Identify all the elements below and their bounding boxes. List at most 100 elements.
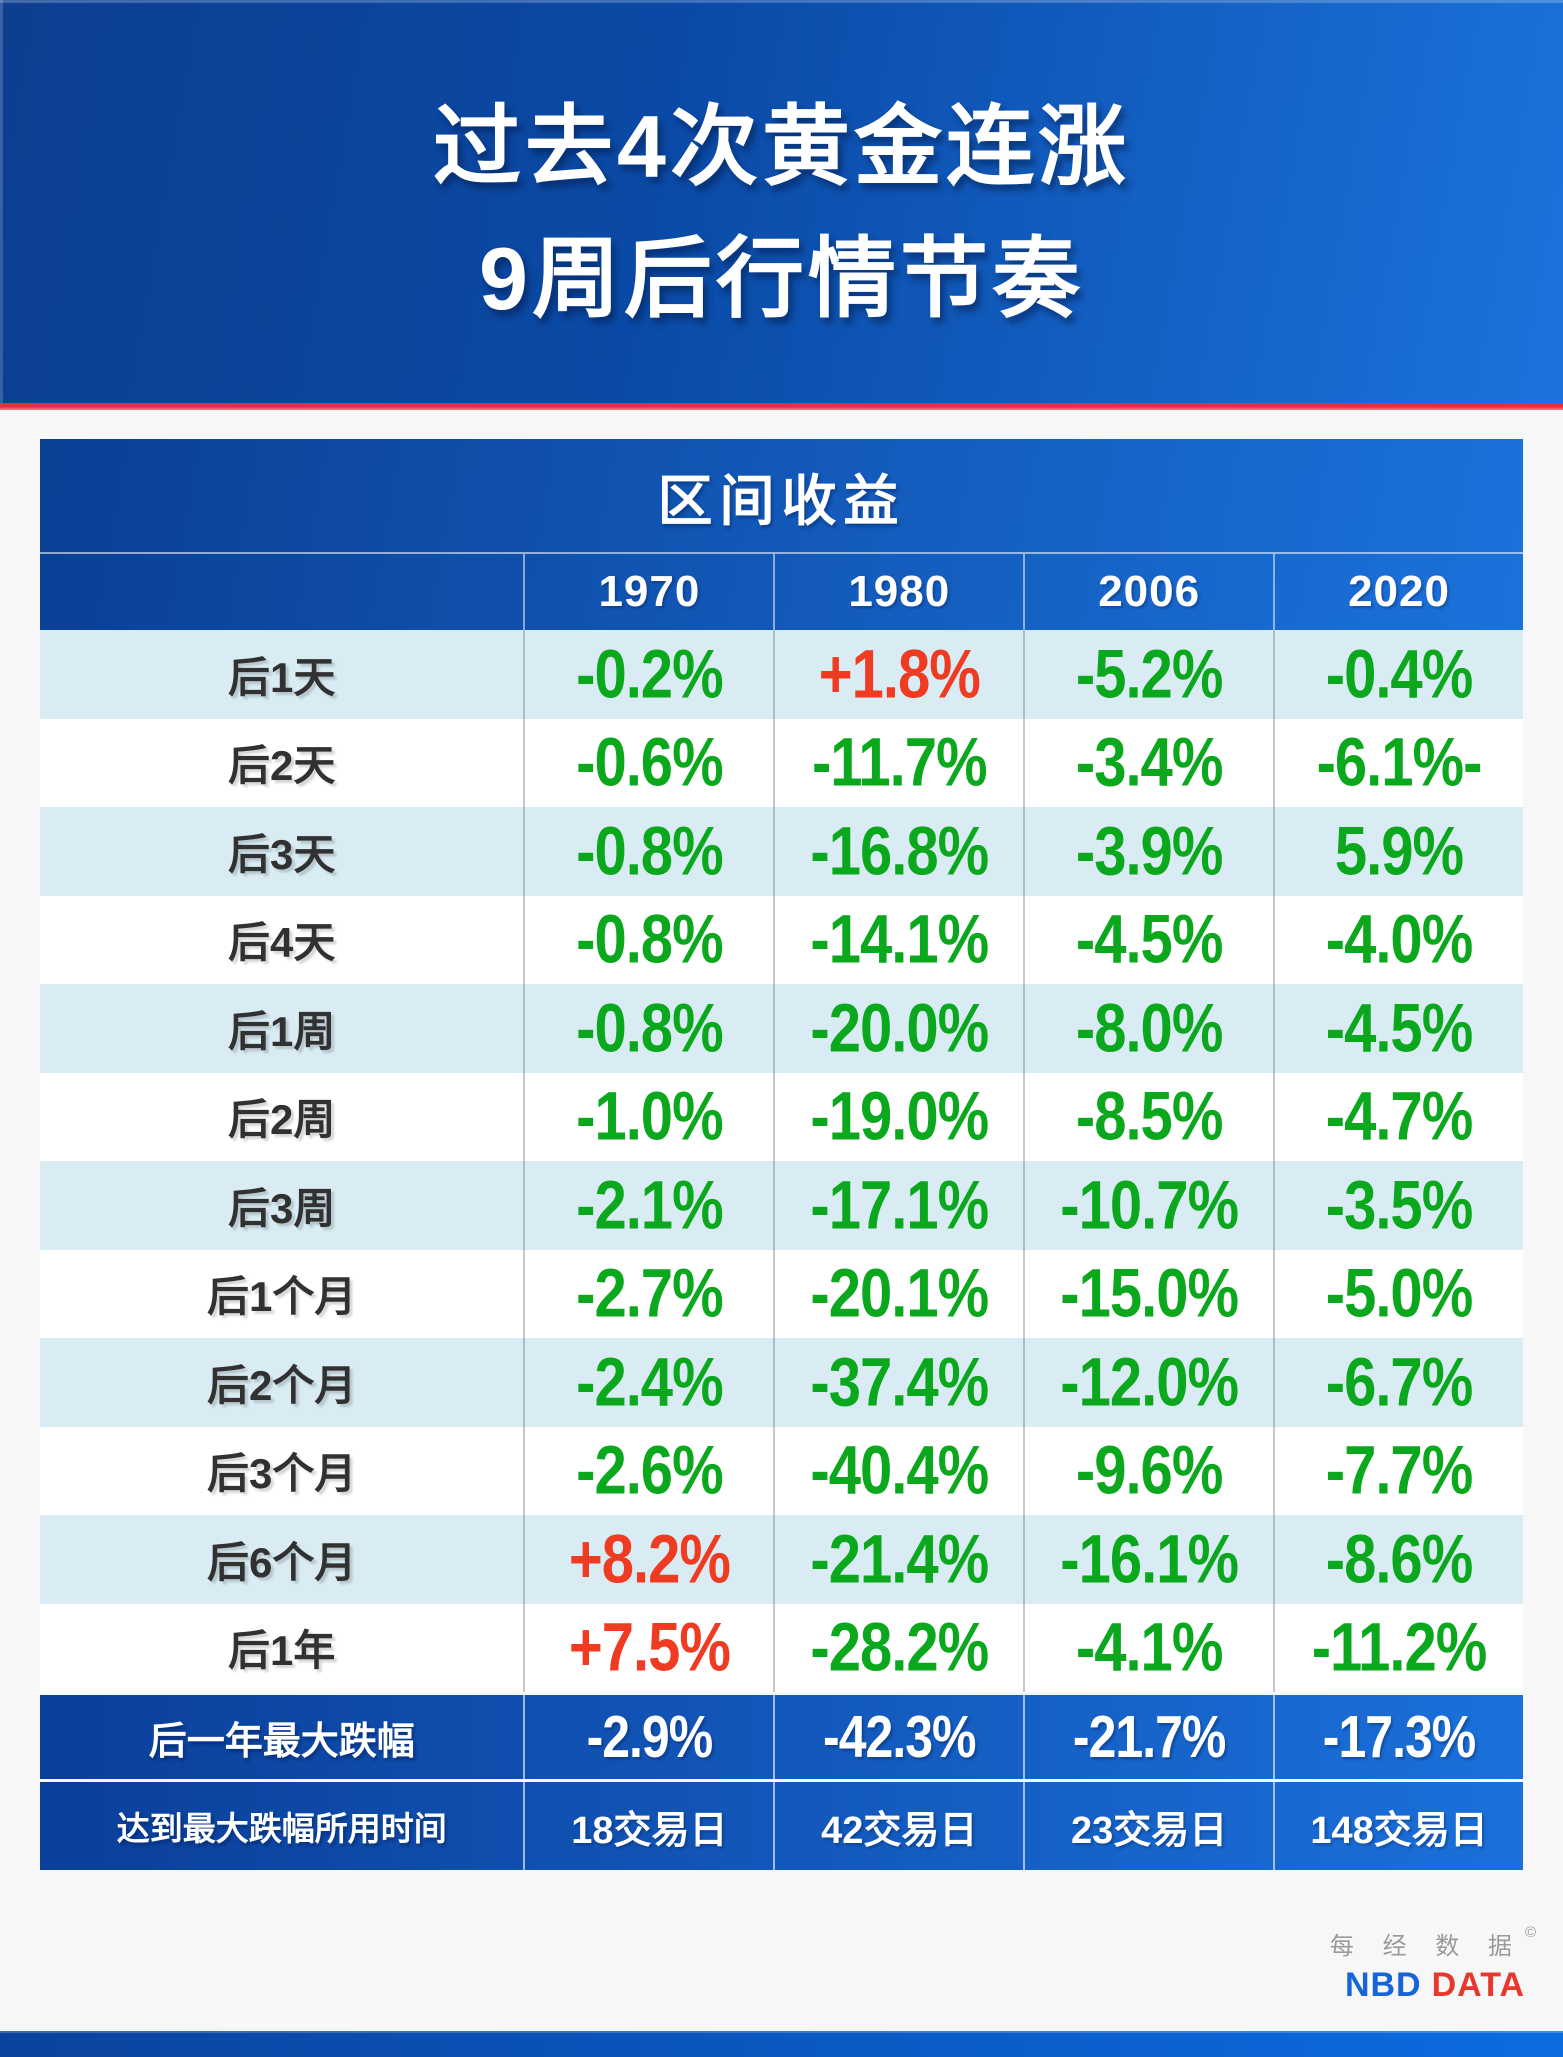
cell-value-text: -4.7% [1325,1078,1474,1156]
cell-value-text: -3.9% [1075,812,1224,890]
summary-cell-value-text: 23交易日 [1071,1809,1228,1852]
cell-value: +7.5% [523,1603,773,1692]
cell-value: -0.8% [523,807,773,896]
cell-value-text: 5.9% [1334,812,1464,890]
summary-cell-value: 18交易日 [523,1782,773,1870]
copyright-mark: © [1524,1924,1536,1941]
cell-value: -12.0% [1023,1338,1273,1427]
cell-value-text: -0.4% [1325,635,1474,713]
table-row: 后3天 -0.8% -16.8% -3.9% 5.9% [40,807,1523,896]
year-header-1970: 1970 [523,554,773,630]
cell-value: -0.8% [523,984,773,1073]
cell-value: -0.6% [523,718,773,807]
cell-value: -0.2% [523,630,773,719]
year-header-1980: 1980 [773,554,1023,630]
cell-value-text: -20.1% [810,1255,989,1333]
summary-cell-value: 42交易日 [773,1782,1023,1870]
row-label: 后1周 [228,1007,336,1055]
bottom-bar [0,2031,1563,2057]
cell-value-text: -2.4% [576,1343,724,1421]
table-row: 后1年 +7.5% -28.2% -4.1% -11.2% [40,1603,1523,1692]
row-label: 后1个月 [207,1273,357,1321]
cell-value: -37.4% [773,1338,1023,1427]
year-header-2020: 2020 [1273,554,1523,630]
cell-value: -16.1% [1023,1515,1273,1604]
row-label: 后3个月 [207,1450,357,1498]
cell-value-text: -3.4% [1075,724,1224,802]
summary-cell-value: 148交易日 [1273,1782,1523,1870]
cell-value-text: -4.5% [1075,901,1224,979]
cell-value: -10.7% [1023,1161,1273,1250]
summary-cell-value: -21.7% [1023,1695,1273,1779]
row-label: 后2周 [228,1096,336,1144]
cell-value: -3.5% [1273,1161,1523,1250]
logo-nbd: NBD [1344,1966,1422,2004]
page-title-line1: 过去4次黄金连涨 [433,96,1130,196]
table-row: 后1周 -0.8% -20.0% -8.0% -4.5% [40,984,1523,1073]
cell-value: -2.6% [523,1426,773,1515]
cell-value: -4.0% [1273,895,1523,984]
logo-data: DATA [1431,1966,1525,2004]
cell-value-text: +7.5% [568,1609,731,1687]
cell-value: -4.1% [1023,1603,1273,1692]
summary-cell-value-text: 18交易日 [571,1809,728,1852]
cell-value-text: -20.0% [810,989,989,1067]
cell-value-text: -1.0% [576,1078,724,1156]
cell-value-text: -0.8% [576,989,724,1067]
table-row: 后3个月 -2.6% -40.4% -9.6% -7.7% [40,1426,1523,1515]
cell-value: -8.0% [1023,984,1273,1073]
cell-value-text: -7.7% [1325,1432,1474,1510]
cell-value-text: -0.2% [576,635,724,713]
logo-chinese-text: 每 经 数 据 [1329,1933,1523,1960]
cell-value-text: -10.7% [1060,1166,1239,1244]
table-body: 后1天 -0.2% +1.8% -5.2% -0.4% 后2天 -0.6% -11.7% -3.… [40,630,1523,1692]
cell-value-text: -11.7% [811,724,988,802]
cell-value: -40.4% [773,1426,1023,1515]
cell-value-text: -6.7% [1325,1343,1474,1421]
table-row: 后2天 -0.6% -11.7% -3.4% -6.1%- [40,718,1523,807]
cell-value: -21.4% [773,1515,1023,1604]
table-row: 后2个月 -2.4% -37.4% -12.0% -6.7% [40,1338,1523,1427]
cell-value-text: -2.7% [576,1255,724,1333]
cell-value: -16.8% [773,807,1023,896]
logo-chinese: 每 经 数 据© [1329,1925,1536,1960]
cell-value: -4.5% [1023,895,1273,984]
cell-value-text: -11.2% [1311,1609,1488,1687]
year-header-2006: 2006 [1023,554,1273,630]
cell-value-text: -5.0% [1325,1255,1474,1333]
cell-value: -11.7% [773,718,1023,807]
cell-value-text: -0.8% [576,901,724,979]
cell-value: -9.6% [1023,1426,1273,1515]
cell-value-text: -19.0% [810,1078,989,1156]
cell-value: +1.8% [773,630,1023,719]
row-label: 后3天 [228,830,336,878]
cell-value: -6.1%- [1273,718,1523,807]
cell-value: -2.1% [523,1161,773,1250]
cell-value: +8.2% [523,1515,773,1604]
cell-value-text: -17.1% [810,1166,989,1244]
cell-value-text: -2.6% [576,1432,724,1510]
cell-value: -8.5% [1023,1072,1273,1161]
summary-row: 达到最大跌幅所用时间 18交易日 42交易日 23交易日 148交易日 [40,1782,1523,1870]
red-divider [0,403,1563,410]
nbd-data-logo: 每 经 数 据© NBD DATA [1330,1925,1536,2004]
table-row: 后4天 -0.8% -14.1% -4.5% -4.0% [40,895,1523,984]
row-label: 后1天 [228,653,336,701]
summary-cell-value: -42.3% [773,1695,1023,1779]
cell-value: -5.0% [1273,1249,1523,1338]
table-row: 后3周 -2.1% -17.1% -10.7% -3.5% [40,1161,1523,1250]
cell-value-text: -4.0% [1325,901,1474,979]
cell-value: 5.9% [1273,807,1523,896]
title-banner: 过去4次黄金连涨 9周后行情节奏 [0,0,1563,403]
summary-cell-value: -17.3% [1273,1695,1523,1779]
table-row: 后1天 -0.2% +1.8% -5.2% -0.4% [40,630,1523,719]
returns-table: 区间收益 1970 1980 2006 2020 后1天 -0.2% +1.8% -5… [40,439,1523,1870]
cell-value: -15.0% [1023,1249,1273,1338]
year-header-row: 1970 1980 2006 2020 [40,554,1523,630]
cell-value-text: -28.2% [810,1609,989,1687]
cell-value: -19.0% [773,1072,1023,1161]
summary-cell-value-text: -17.3% [1322,1703,1476,1771]
table-section-header: 区间收益 [40,439,1523,554]
cell-value: -2.7% [523,1249,773,1338]
cell-value-text: -4.5% [1325,989,1474,1067]
